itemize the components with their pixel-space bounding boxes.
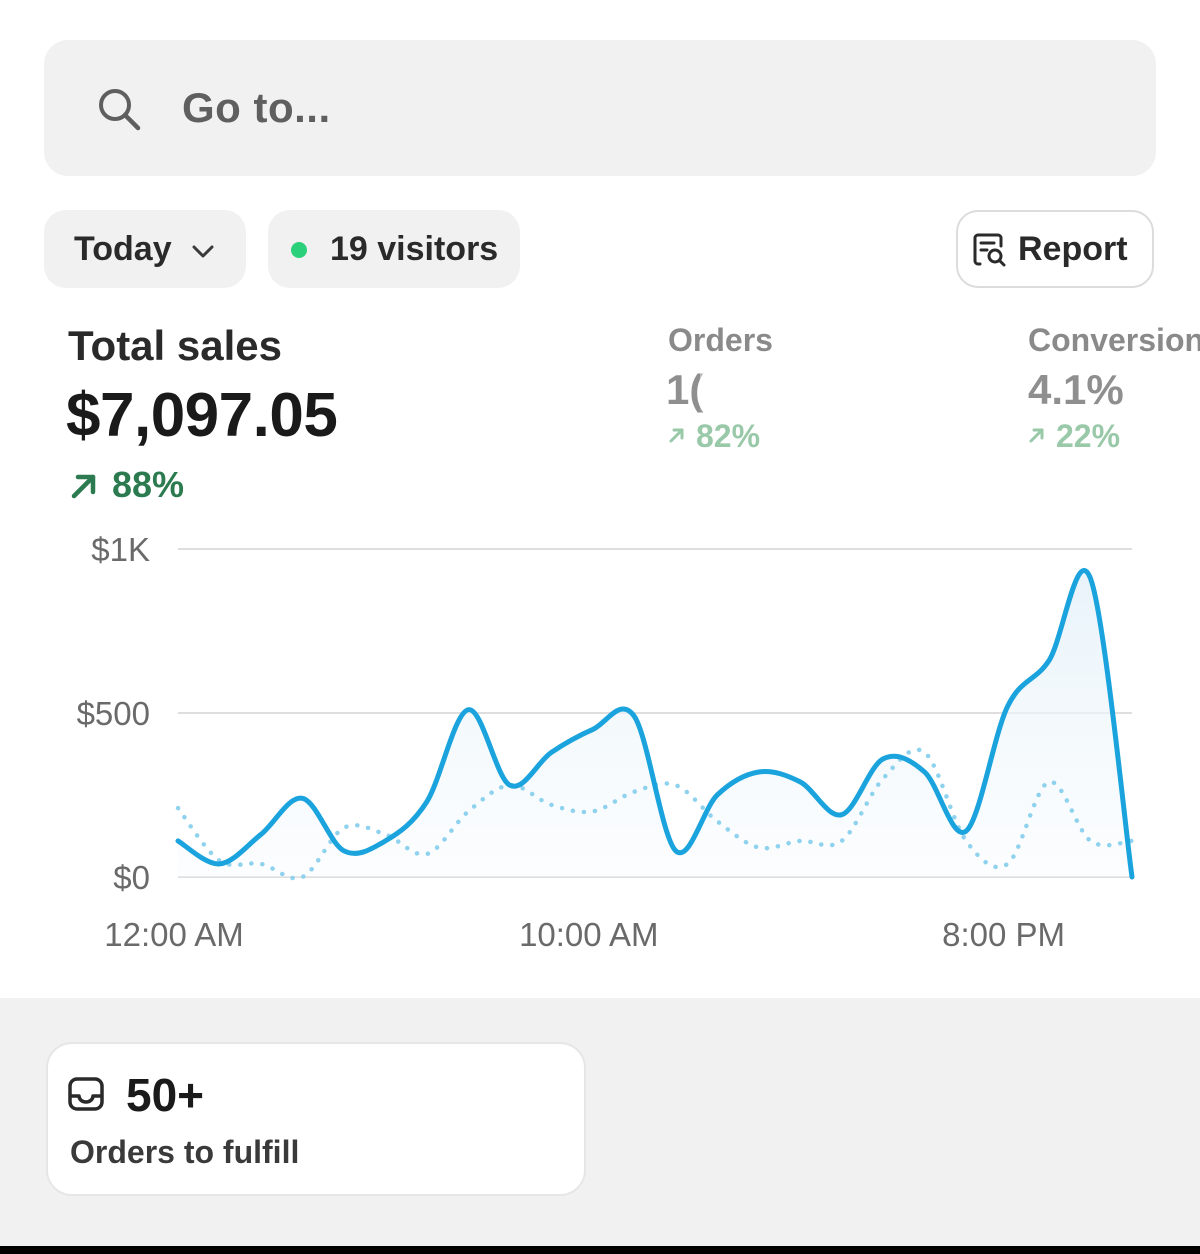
sales-series-line[interactable] [175, 568, 1135, 880]
y-tick-label: $0 [113, 859, 150, 896]
comparison-series-line[interactable] [175, 747, 1135, 881]
orders-value: 1( [666, 366, 704, 413]
orders-value-redaction [700, 368, 752, 412]
conversion-title[interactable]: Conversion [1028, 322, 1200, 358]
bottom-edge [0, 1246, 1200, 1254]
trend-up-icon [1029, 428, 1044, 443]
search-bar[interactable] [44, 40, 1156, 176]
total-sales-value: $7,097.05 [66, 381, 338, 450]
date-range-label: Today [74, 230, 172, 268]
orders-to-fulfill-card[interactable] [46, 1042, 586, 1196]
orders-change: 82% [696, 418, 761, 454]
x-tick-label: 8:00 PM [942, 916, 1065, 953]
orders-to-fulfill-count: 50+ [126, 1069, 205, 1121]
search-icon [99, 89, 141, 131]
total-sales-change: 88% [112, 464, 185, 505]
trend-up-icon [71, 474, 96, 499]
report-search-icon [973, 233, 1006, 267]
search-input[interactable]: Go to... [182, 84, 331, 131]
live-status-dot [291, 242, 307, 258]
live-visitors-button[interactable] [268, 210, 520, 288]
conversion-change: 22% [1056, 418, 1121, 454]
date-range-button[interactable]: Today [44, 210, 246, 288]
inbox-icon [68, 1077, 104, 1111]
report-button[interactable] [956, 210, 1154, 288]
orders-title[interactable]: Orders [668, 322, 773, 358]
y-tick-label: $500 [77, 695, 150, 732]
trend-up-icon [669, 428, 684, 443]
total-sales-title[interactable]: Total sales [68, 322, 282, 369]
sales-line-chart[interactable]: $0 $500 $1K 12:00 AM 10:00 AM 8:00 PM [0, 520, 1200, 980]
chevron-down-icon [192, 245, 214, 258]
conversion-value: 4.1% [1028, 366, 1124, 413]
live-visitors-label: 19 visitors [330, 230, 499, 268]
x-tick-label: 10:00 AM [519, 916, 658, 953]
report-button-label: Report [1018, 230, 1128, 268]
orders-to-fulfill-label: Orders to fulfill [70, 1134, 300, 1170]
sales-area-fill [178, 570, 1132, 877]
y-tick-label: $1K [91, 531, 150, 568]
x-tick-label: 12:00 AM [104, 916, 243, 953]
